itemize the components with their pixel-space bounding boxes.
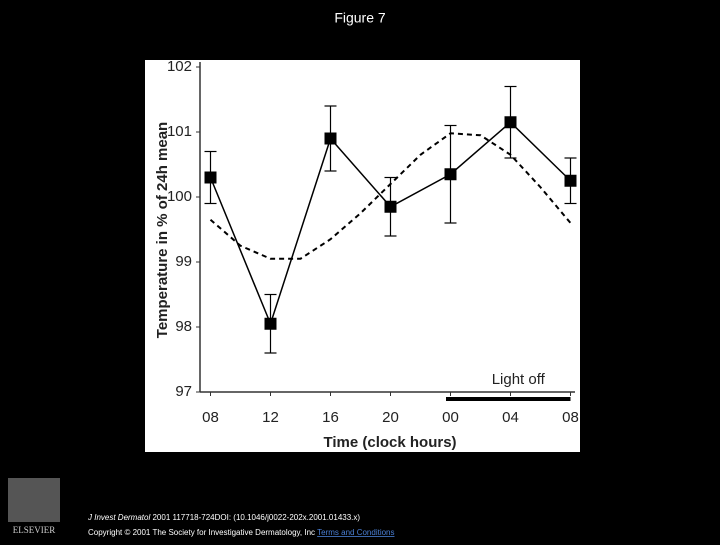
copyright-text: Copyright © 2001 The Society for Investi… (88, 528, 315, 537)
x-axis-title: Time (clock hours) (323, 434, 456, 451)
point-marker (564, 174, 577, 187)
light-off-label: Light off (492, 371, 546, 388)
y-axis-title: Temperature in % of 24h mean (154, 122, 171, 338)
point-marker (384, 200, 397, 213)
logo-image (8, 478, 60, 522)
y-tick-label: 98 (175, 318, 192, 335)
x-tick-label: 00 (442, 409, 459, 426)
y-tick-label: 97 (175, 383, 192, 400)
terms-link[interactable]: Terms and Conditions (317, 528, 394, 537)
x-tick-label: 12 (262, 409, 279, 426)
y-tick-label: 99 (175, 253, 192, 270)
x-tick-label: 04 (502, 409, 519, 426)
x-tick-label: 16 (322, 409, 339, 426)
publisher-logo: ELSEVIER (8, 478, 60, 535)
y-tick-label: 102 (167, 58, 192, 75)
point-marker (264, 317, 277, 330)
x-tick-label: 08 (202, 409, 219, 426)
series-line (209, 132, 572, 260)
point-marker (204, 171, 217, 184)
y-tick-label: 101 (167, 123, 192, 140)
point-marker (444, 168, 457, 181)
copyright: Copyright © 2001 The Society for Investi… (88, 528, 395, 537)
logo-text: ELSEVIER (13, 525, 56, 535)
citation-text: 2001 117718-724DOI: (10.1046/j0022-202x.… (152, 513, 360, 522)
x-tick-label: 08 (562, 409, 579, 426)
point-marker (324, 132, 337, 145)
x-tick-label: 20 (382, 409, 399, 426)
journal: J Invest Dermatol (87, 513, 150, 522)
point-marker (504, 116, 517, 129)
plot: 97 98 99 100 101 102 08 12 16 20 00 04 08 Light off (167, 58, 579, 426)
slide-title: Figure 7 (334, 10, 386, 26)
citation: J Invest Dermatol 2001 117718-724DOI: (1… (87, 513, 360, 522)
y-tick-label: 100 (167, 188, 192, 205)
